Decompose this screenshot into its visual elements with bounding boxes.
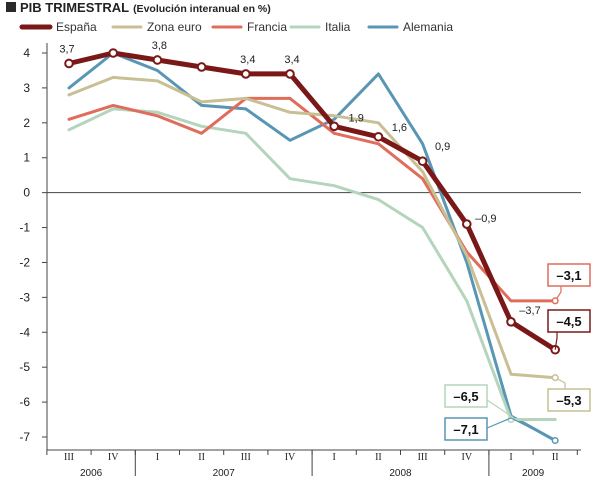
x-tick-label: IV — [462, 452, 473, 463]
y-tick-label: 0 — [23, 186, 30, 200]
callout-francia: –3,1 — [547, 263, 591, 305]
callout-zona-euro: –5,3 — [547, 374, 591, 412]
legend-label-espana: España — [56, 20, 97, 34]
point-espana — [241, 69, 251, 79]
callout-italia: –6,5 — [444, 384, 515, 424]
y-tick-label: -3 — [19, 290, 30, 304]
data-label-espana: 1,6 — [392, 122, 407, 134]
callout-box-espana — [547, 309, 591, 333]
legend: España Zona euro Francia Italia Alemania — [19, 20, 453, 34]
x-tick-label: II — [552, 452, 559, 463]
y-tick-label: 4 — [23, 46, 30, 60]
chart-title: PIB TRIMESTRAL — [20, 0, 129, 15]
y-tick-label: -6 — [19, 395, 30, 409]
x-tick-label: IV — [108, 452, 119, 463]
callout-label-zona-euro: –5,3 — [556, 393, 581, 408]
data-label-espana: 1,9 — [349, 112, 364, 124]
callout-leader-zona-euro — [554, 377, 566, 389]
data-label-espana: 3,8 — [152, 40, 167, 52]
series-line-alemania — [67, 51, 557, 442]
callout-label-italia: –6,5 — [453, 389, 478, 404]
series-markers — [64, 48, 561, 355]
callout-box-alemania — [444, 417, 488, 441]
svg-text:PIB TRIMESTRAL(Evolución inter: PIB TRIMESTRAL (Evolución interanual en %… — [20, 0, 271, 15]
series-line-zona-euro — [67, 75, 557, 380]
x-year-label: 2007 — [213, 468, 236, 479]
x-tick-label: III — [64, 452, 74, 463]
callout-espana: –4,5 — [547, 309, 591, 350]
y-tick-label: -2 — [19, 255, 30, 269]
callout-alemania: –7,1 — [444, 417, 559, 445]
data-labels: 3,7 3,8 3,4 3,4 1,9 1,6 0,9 –0,9 –3,7 — [59, 40, 540, 317]
callout-leader-alemania — [486, 417, 556, 442]
series-lines — [66, 50, 558, 442]
y-tick-label: 1 — [23, 151, 30, 165]
x-year-label: 2008 — [389, 468, 412, 479]
x-tick-label: IV — [285, 452, 296, 463]
y-tick-label: 2 — [23, 116, 30, 130]
callout-leader-espana — [554, 332, 558, 350]
callout-box-italia — [444, 384, 488, 408]
callout-box-zona-euro — [547, 388, 591, 412]
y-tick-label: -7 — [19, 430, 30, 444]
data-label-espana: –0,9 — [475, 213, 496, 225]
x-tick-label: II — [198, 452, 205, 463]
x-year-label: 2006 — [80, 468, 103, 479]
legend-label-italia: Italia — [325, 20, 351, 34]
x-tick-label: II — [375, 452, 382, 463]
x-tick-label: I — [333, 452, 336, 463]
series-line-espana — [66, 50, 558, 353]
point-espana — [329, 121, 340, 132]
y-tick-label: -1 — [19, 221, 30, 235]
data-label-espana: –3,7 — [519, 305, 540, 317]
x-tick-label: I — [509, 452, 512, 463]
y-tick-label: -4 — [19, 325, 30, 339]
chart-subtitle: (Evolución interanual en %) — [133, 3, 271, 15]
point-espana — [108, 48, 118, 58]
point-espana — [506, 317, 516, 327]
callout-label-francia: –3,1 — [556, 268, 581, 283]
callout-point-francia — [551, 297, 559, 305]
data-label-espana: 3,7 — [59, 43, 74, 55]
legend-label-alemania: Alemania — [403, 20, 453, 34]
callout-label-alemania: –7,1 — [453, 422, 478, 437]
point-espana — [417, 156, 428, 167]
data-label-espana: 0,9 — [435, 141, 450, 153]
data-label-espana: 3,4 — [284, 54, 299, 66]
x-year-label: 2009 — [522, 468, 545, 479]
legend-label-francia: Francia — [247, 20, 287, 34]
data-label-espana: 3,4 — [240, 54, 255, 66]
callout-label-espana: –4,5 — [556, 314, 581, 329]
point-espana — [152, 55, 163, 65]
callouts: –3,1 –4,5 –5,3 –6,5 –7,1 — [444, 263, 591, 445]
y-tick-label: 3 — [23, 81, 30, 95]
callout-point-zona-euro — [551, 374, 559, 382]
series-line-francia — [67, 96, 557, 303]
callout-point-alemania — [551, 436, 559, 445]
callout-box-francia — [547, 263, 591, 287]
point-espana — [462, 219, 472, 229]
x-tick-label: III — [418, 452, 428, 463]
title-square-icon — [6, 2, 16, 12]
legend-label-zona-euro: Zona euro — [147, 20, 202, 34]
x-tick-label: III — [241, 452, 251, 463]
point-espana — [196, 62, 207, 72]
point-espana — [285, 69, 295, 79]
x-tick-label: I — [156, 452, 159, 463]
series-line-italia — [67, 107, 557, 421]
point-espana — [373, 131, 384, 142]
y-tick-label: -5 — [19, 360, 30, 374]
point-espana — [64, 58, 74, 69]
